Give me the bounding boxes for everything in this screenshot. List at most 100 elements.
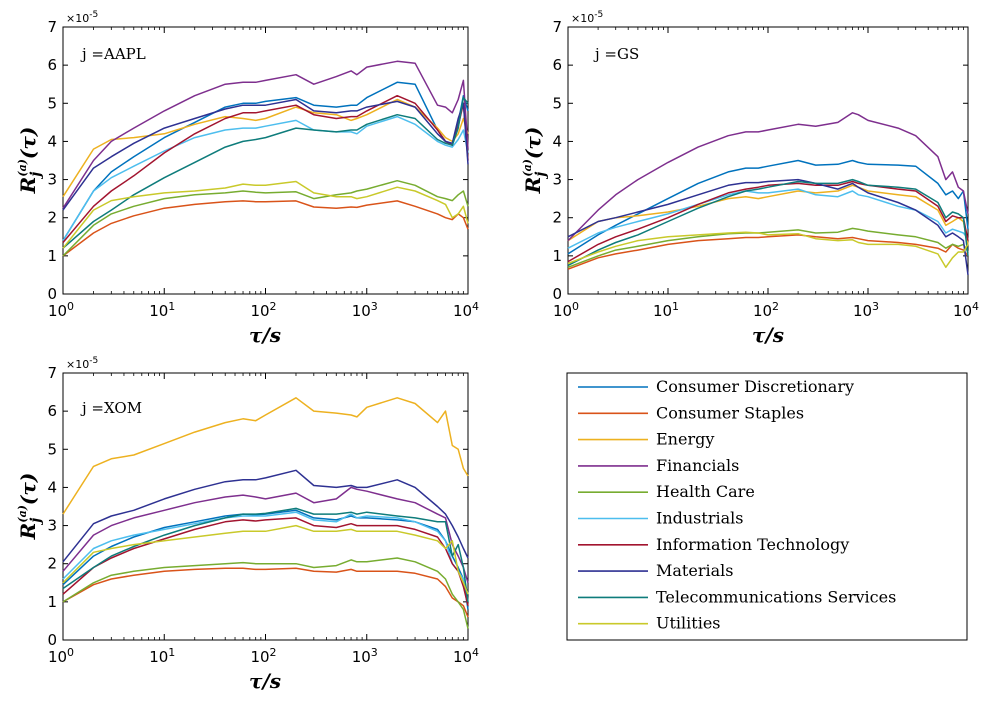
series-group [567, 112, 969, 275]
y-tick-label: 7 [552, 18, 562, 36]
plot-area-frame [567, 26, 969, 295]
series-line-information-technology [567, 180, 969, 263]
y-tick-label: 5 [552, 94, 562, 112]
plot-area-frame [62, 26, 469, 295]
y-tick-label: 4 [47, 478, 57, 496]
series-line-utilities [567, 231, 969, 269]
y-multiplier-label: ×10-5 [571, 10, 603, 25]
legend-label: Materials [656, 561, 733, 580]
x-tick-label: 104 [453, 300, 479, 321]
y-tick-label: 6 [47, 56, 57, 74]
y-tick-label: 3 [552, 171, 562, 189]
x-tick-label: 102 [753, 300, 779, 321]
series-line-financials [62, 486, 469, 584]
series-group [62, 397, 469, 629]
x-tick-label: 101 [653, 300, 679, 321]
legend-box [566, 372, 968, 641]
y-tick-label: 4 [552, 132, 562, 150]
y-tick-label: 0 [47, 285, 57, 303]
legend-entry-industrials: Industrials [578, 509, 743, 528]
x-tick-label: 101 [149, 300, 175, 321]
y-tick-label: 2 [47, 209, 57, 227]
series-line-consumer-discretionary [567, 159, 969, 255]
series-line-consumer-staples [62, 567, 469, 618]
x-axis-label: τ/s [249, 323, 281, 347]
y-tick-label: 2 [552, 209, 562, 227]
y-tick-label: 0 [47, 631, 57, 649]
annotation-label: j =AAPL [80, 45, 146, 63]
y-tick-label: 3 [47, 171, 57, 189]
y-tick-label: 2 [47, 555, 57, 573]
series-line-energy [567, 184, 969, 245]
y-tick-label: 4 [47, 132, 57, 150]
series-group [62, 60, 469, 257]
y-tick-label: 1 [47, 593, 57, 611]
legend: Consumer Discretionary Consumer Staples En… [566, 372, 968, 641]
legend-entry-consumer-staples: Consumer Staples [578, 403, 804, 422]
y-tick-label: 0 [552, 285, 562, 303]
legend-label: Health Care [656, 482, 755, 501]
legend-entry-utilities: Utilities [578, 614, 721, 633]
y-tick-label: 1 [552, 247, 562, 265]
series-line-information-technology [62, 517, 469, 606]
x-tick-label: 103 [853, 300, 879, 321]
series-line-energy [62, 98, 469, 198]
series-line-health-care [567, 227, 969, 269]
x-tick-label: 103 [352, 300, 378, 321]
series-line-telecommunications-services [62, 96, 469, 249]
legend-entry-health-care: Health Care [578, 482, 755, 501]
series-line-energy [62, 397, 469, 515]
chart-panel-xom: ×10-5 j =XOM 0 1 2 3 4 5 6 7 100 101 102 103 104 τ/s… [16, 356, 479, 693]
x-tick-label: 100 [48, 300, 74, 321]
annotation-label: j =GS [593, 45, 639, 63]
x-tick-label: 104 [953, 300, 979, 321]
y-axis-label: Rj(a)(τ) [16, 473, 44, 541]
y-tick-label: 1 [47, 247, 57, 265]
y-multiplier-label: ×10-5 [66, 356, 98, 371]
legend-entry-energy: Energy [578, 430, 714, 449]
series-line-health-care [62, 557, 469, 629]
series-line-financials [567, 112, 969, 242]
y-tick-label: 7 [47, 364, 57, 382]
legend-entry-financials: Financials [578, 456, 739, 475]
y-tick-label: 5 [47, 440, 57, 458]
legend-label: Energy [656, 430, 714, 449]
legend-label: Consumer Discretionary [656, 377, 854, 396]
y-axis-label: Rj(a)(τ) [16, 127, 44, 195]
legend-entry-materials: Materials [578, 561, 733, 580]
legend-label: Consumer Staples [656, 403, 804, 422]
y-multiplier-label: ×10-5 [66, 10, 98, 25]
series-line-health-care [62, 179, 469, 257]
x-tick-label: 102 [250, 646, 276, 667]
series-line-consumer-discretionary [62, 81, 469, 241]
x-tick-label: 104 [453, 646, 479, 667]
x-axis-label: τ/s [752, 323, 784, 347]
series-line-industrials [567, 188, 969, 249]
x-tick-label: 100 [48, 646, 74, 667]
series-line-consumer-staples [567, 234, 969, 270]
series-line-materials [62, 98, 469, 211]
legend-label: Financials [656, 456, 739, 475]
legend-label: Industrials [656, 509, 743, 528]
series-line-industrials [62, 511, 469, 595]
x-tick-label: 103 [352, 646, 378, 667]
y-tick-label: 7 [47, 18, 57, 36]
legend-label: Telecommunications Services [656, 587, 896, 606]
x-tick-label: 100 [553, 300, 579, 321]
series-line-telecommunications-services [567, 178, 969, 267]
series-line-materials [62, 469, 469, 563]
series-line-industrials [62, 115, 469, 241]
series-line-consumer-staples [62, 200, 469, 257]
x-tick-label: 101 [149, 646, 175, 667]
y-tick-label: 6 [552, 56, 562, 74]
legend-entry-information-technology: Information Technology [578, 535, 849, 554]
tick-group: 0 1 2 3 4 5 6 7 100 101 102 103 104 [552, 18, 979, 320]
annotation-label: j =XOM [80, 399, 142, 417]
legend-label: Information Technology [656, 535, 849, 554]
chart-panel-aapl: ×10-5 j =AAPL 0 1 2 3 4 5 6 7 100 101 102 103 104 τ/… [16, 10, 479, 347]
x-axis-label: τ/s [249, 669, 281, 693]
series-line-utilities [62, 180, 469, 249]
series-line-utilities [62, 524, 469, 595]
